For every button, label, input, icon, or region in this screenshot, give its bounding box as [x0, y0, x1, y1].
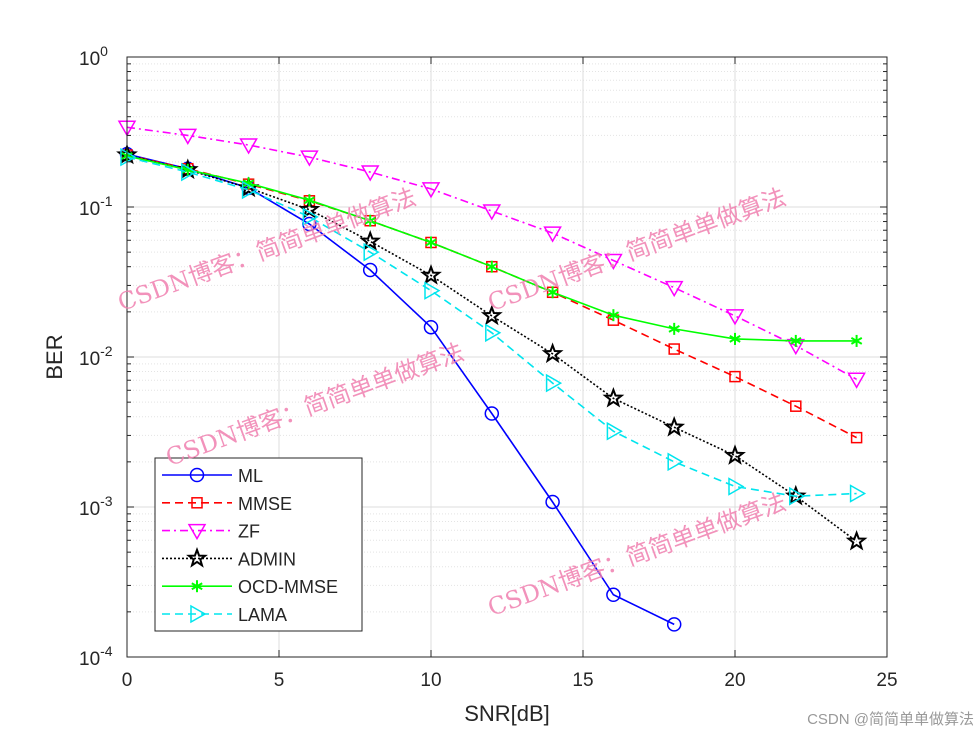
marker-circle — [484, 406, 500, 421]
marker-square — [850, 431, 863, 444]
legend-item-admin: ADMIN — [162, 547, 296, 569]
marker-circle — [606, 587, 621, 603]
series-line — [126, 153, 675, 626]
marker-star — [359, 230, 382, 251]
marker-asterisk — [850, 337, 863, 345]
marker-star — [186, 547, 208, 568]
series-lama — [120, 147, 867, 506]
marker-asterisk — [729, 335, 741, 343]
series-line — [126, 156, 857, 498]
marker-triangle — [190, 604, 207, 624]
marker-asterisk — [191, 582, 203, 591]
marker-triangle — [485, 323, 502, 343]
marker-asterisk — [303, 196, 316, 205]
marker-star — [541, 342, 564, 364]
y-tick-label: 10-1 — [79, 193, 113, 220]
marker-star — [298, 198, 321, 219]
x-tick-label: 0 — [122, 670, 133, 691]
marker-triangle — [302, 207, 319, 227]
legend-box — [154, 457, 363, 632]
marker-triangle — [606, 421, 623, 441]
marker-triangle — [178, 128, 198, 145]
marker-triangle — [725, 309, 745, 326]
marker-triangle — [363, 242, 380, 262]
marker-asterisk — [486, 262, 498, 271]
marker-square — [790, 400, 802, 412]
marker-triangle — [239, 138, 258, 155]
marker-triangle — [545, 373, 563, 393]
marker-triangle — [482, 204, 502, 221]
marker-triangle — [728, 477, 745, 496]
marker-triangle — [120, 147, 137, 167]
y-tick-label: 10-3 — [79, 493, 113, 520]
marker-star — [663, 415, 686, 437]
marker-star — [420, 264, 442, 285]
marker-circle — [545, 494, 560, 510]
marker-asterisk — [668, 325, 680, 333]
legend-label: ADMIN — [238, 549, 296, 569]
marker-asterisk — [546, 288, 559, 297]
x-tick-label: 5 — [274, 670, 285, 691]
marker-triangle — [187, 523, 207, 541]
marker-triangle — [424, 281, 441, 300]
legend: ML MMSE ZF ADMIN OCD-MMSE LAMA — [154, 457, 363, 632]
marker-star — [724, 444, 746, 465]
marker-triangle — [543, 226, 562, 243]
marker-triangle — [847, 372, 866, 389]
y-tick-label: 10-2 — [79, 343, 113, 370]
legend-item-zf: ZF — [162, 522, 260, 542]
marker-asterisk — [364, 216, 376, 225]
y-tick-label: 10-4 — [79, 643, 113, 670]
y-axis-label: BER — [42, 334, 67, 379]
x-tick-label: 15 — [572, 670, 593, 691]
marker-square — [668, 343, 680, 355]
marker-triangle — [604, 253, 623, 270]
legend-label: OCD-MMSE — [238, 577, 338, 597]
series-zf — [117, 120, 866, 389]
marker-triangle — [789, 486, 806, 506]
credit-text: CSDN @简简单单做算法 — [807, 711, 974, 728]
marker-star — [602, 387, 625, 408]
x-tick-label: 20 — [724, 670, 745, 691]
marker-triangle — [664, 280, 684, 298]
marker-star — [845, 530, 868, 551]
marker-star — [480, 304, 503, 326]
legend-item-lama: LAMA — [162, 604, 287, 625]
legend-item-mmse: MMSE — [162, 494, 292, 514]
marker-asterisk — [242, 179, 255, 188]
marker-triangle — [300, 150, 319, 167]
y-tick-label: 100 — [79, 43, 108, 70]
marker-circle — [189, 467, 205, 483]
legend-label: ZF — [238, 522, 260, 542]
legend-label: MMSE — [238, 494, 292, 514]
marker-circle — [423, 319, 439, 335]
legend-label: ML — [238, 466, 263, 486]
x-tick-label: 10 — [420, 670, 441, 691]
marker-triangle — [360, 165, 380, 182]
marker-triangle — [241, 180, 259, 200]
legend-item-ocd-mmse: OCD-MMSE — [162, 577, 338, 597]
marker-triangle — [421, 182, 441, 199]
marker-square — [191, 497, 203, 509]
marker-triangle — [667, 452, 684, 472]
marker-asterisk — [607, 311, 620, 320]
x-tick-label: 25 — [876, 670, 897, 691]
marker-circle — [666, 617, 682, 632]
marker-triangle — [849, 484, 867, 503]
marker-triangle — [181, 162, 198, 182]
marker-asterisk — [425, 238, 437, 247]
marker-square — [729, 370, 741, 383]
x-axis-label: SNR[dB] — [464, 701, 550, 726]
legend-item-ml: ML — [162, 466, 263, 486]
series-line — [126, 154, 858, 543]
marker-circle — [362, 262, 378, 278]
legend-label: LAMA — [238, 605, 287, 625]
marker-asterisk — [790, 337, 802, 345]
